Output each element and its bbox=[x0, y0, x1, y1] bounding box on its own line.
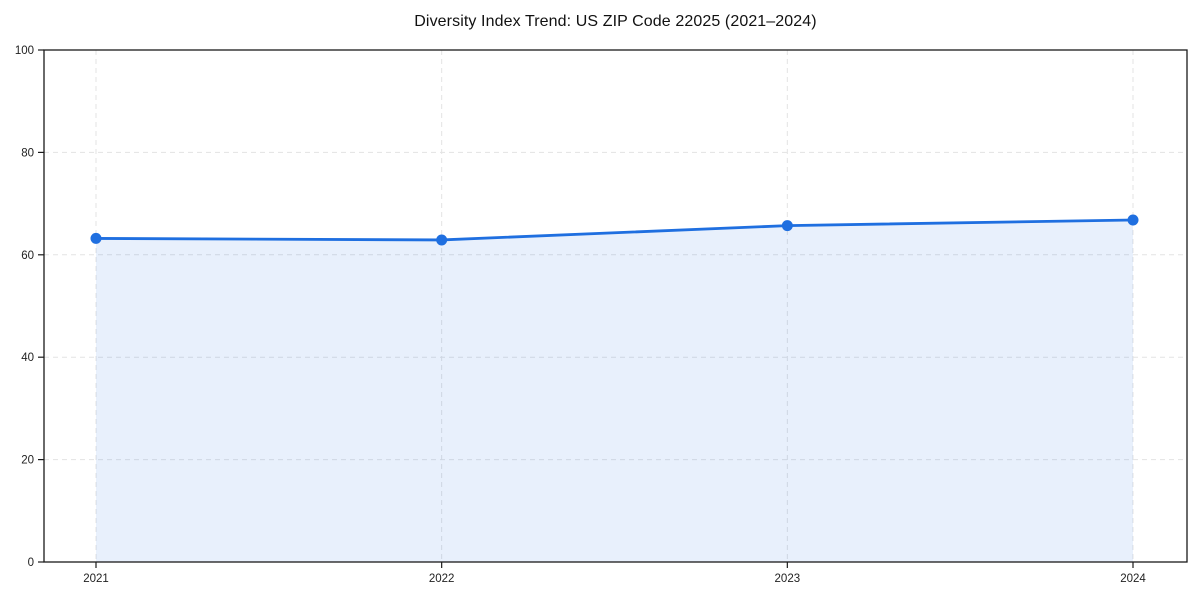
x-tick-label: 2023 bbox=[775, 573, 801, 585]
y-tick-label: 80 bbox=[21, 147, 34, 159]
y-tick-label: 20 bbox=[21, 455, 34, 467]
data-point-2024 bbox=[1127, 214, 1139, 226]
trend-line bbox=[94, 218, 1135, 242]
x-tick-label: 2022 bbox=[429, 573, 455, 585]
plot-border bbox=[43, 49, 1188, 563]
data-point-2021 bbox=[90, 232, 102, 244]
x-tick-label: 2024 bbox=[1120, 573, 1146, 585]
y-tick-label: 40 bbox=[21, 352, 34, 364]
chart-title: Diversity Index Trend: US ZIP Code 22025… bbox=[414, 13, 817, 30]
y-tick-label: 100 bbox=[15, 45, 34, 57]
y-tick-label: 60 bbox=[21, 250, 34, 262]
x-tick-label: 2021 bbox=[83, 573, 109, 585]
data-point-2023 bbox=[781, 220, 793, 232]
area-fill bbox=[96, 219, 1133, 562]
data-point-2022 bbox=[436, 234, 448, 246]
y-tick-label: 0 bbox=[28, 557, 34, 569]
